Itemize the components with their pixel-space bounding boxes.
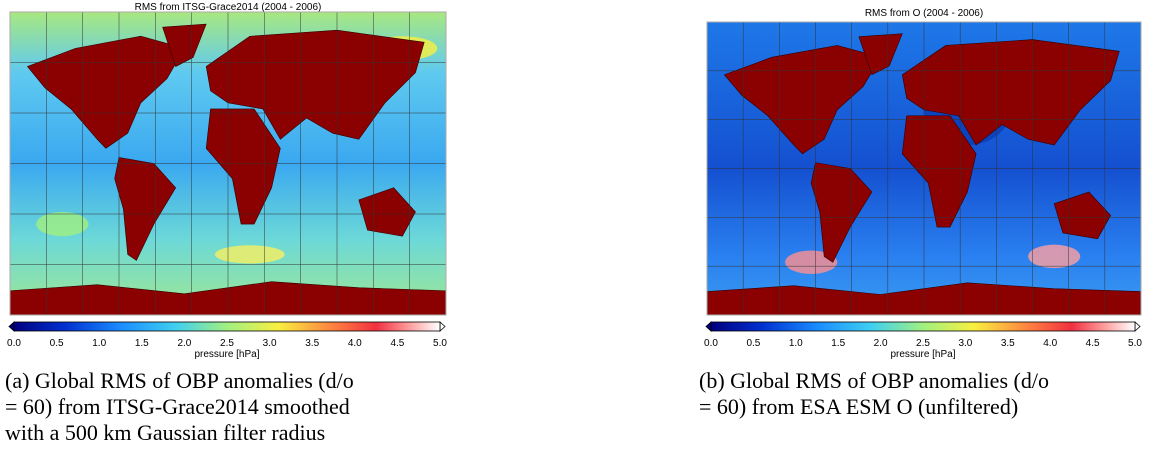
land xyxy=(205,108,281,225)
ocean-anomaly xyxy=(214,245,285,264)
colorbar-tick-label: 2.5 xyxy=(916,338,930,349)
caption-line: = 60) from ITSG-Grace2014 smoothed xyxy=(5,394,350,419)
colorbar-tick-label: 1.0 xyxy=(789,338,803,349)
colorbar-low-end xyxy=(8,321,15,332)
colorbar-tick-label: 1.0 xyxy=(92,338,106,349)
colorbar-tick-label: 0.0 xyxy=(704,338,718,349)
map xyxy=(706,21,1142,316)
land xyxy=(901,115,977,228)
colorbar-label: pressure [hPa] xyxy=(890,349,955,360)
colorbar-tick-label: 3.5 xyxy=(1001,338,1015,349)
colorbar-tick-label: 4.0 xyxy=(1043,338,1057,349)
colorbar-low-end xyxy=(705,321,712,332)
colorbar-tick-label: 0.5 xyxy=(50,338,64,349)
map-frame xyxy=(9,11,447,316)
colorbar-tick-label: 0.5 xyxy=(746,338,760,349)
colorbar-tick-label: 1.5 xyxy=(831,338,845,349)
map-title: RMS from O (2004 - 2006) xyxy=(865,8,983,19)
land xyxy=(26,35,185,149)
colorbar-tick-label: 2.0 xyxy=(177,338,191,349)
colorbar-tick-label: 0.0 xyxy=(7,338,21,349)
ocean-anomaly xyxy=(36,211,89,237)
colorbar-high-end xyxy=(439,321,446,332)
land xyxy=(205,29,425,140)
land xyxy=(723,45,882,155)
colorbar-tick-label: 5.0 xyxy=(433,338,447,349)
colorbar-tick-label: 4.5 xyxy=(390,338,404,349)
caption-line: = 60) from ESA ESM O (unfiltered) xyxy=(699,394,1018,419)
map-frame xyxy=(706,21,1142,316)
colorbar-high-end xyxy=(1134,321,1141,332)
map xyxy=(9,11,447,316)
caption-line: (a) Global RMS of OBP anomalies (d/o xyxy=(5,368,354,393)
colorbar-label: pressure [hPa] xyxy=(194,349,259,360)
land xyxy=(901,39,1120,146)
colorbar-tick-label: 3.0 xyxy=(263,338,277,349)
colorbar-tick-label: 2.5 xyxy=(220,338,234,349)
colorbar-tick-label: 2.0 xyxy=(874,338,888,349)
colorbar-tick-label: 3.5 xyxy=(305,338,319,349)
ocean-anomaly xyxy=(1028,244,1081,269)
colorbar-tick-label: 5.0 xyxy=(1128,338,1142,349)
colorbar xyxy=(710,321,1136,332)
colorbar-tick-label: 1.5 xyxy=(135,338,149,349)
land xyxy=(1053,191,1111,240)
land xyxy=(358,187,416,237)
colorbar xyxy=(13,321,441,332)
land xyxy=(114,157,177,261)
colorbar-tick-label: 4.5 xyxy=(1086,338,1100,349)
colorbar-tick-label: 3.0 xyxy=(958,338,972,349)
colorbar-tick-label: 4.0 xyxy=(348,338,362,349)
map-title: RMS from ITSG-Grace2014 (2004 - 2006) xyxy=(135,2,322,13)
caption-line: with a 500 km Gaussian filter radius xyxy=(5,420,325,445)
caption-line: (b) Global RMS of OBP anomalies (d/o xyxy=(699,368,1049,393)
land xyxy=(810,162,873,263)
